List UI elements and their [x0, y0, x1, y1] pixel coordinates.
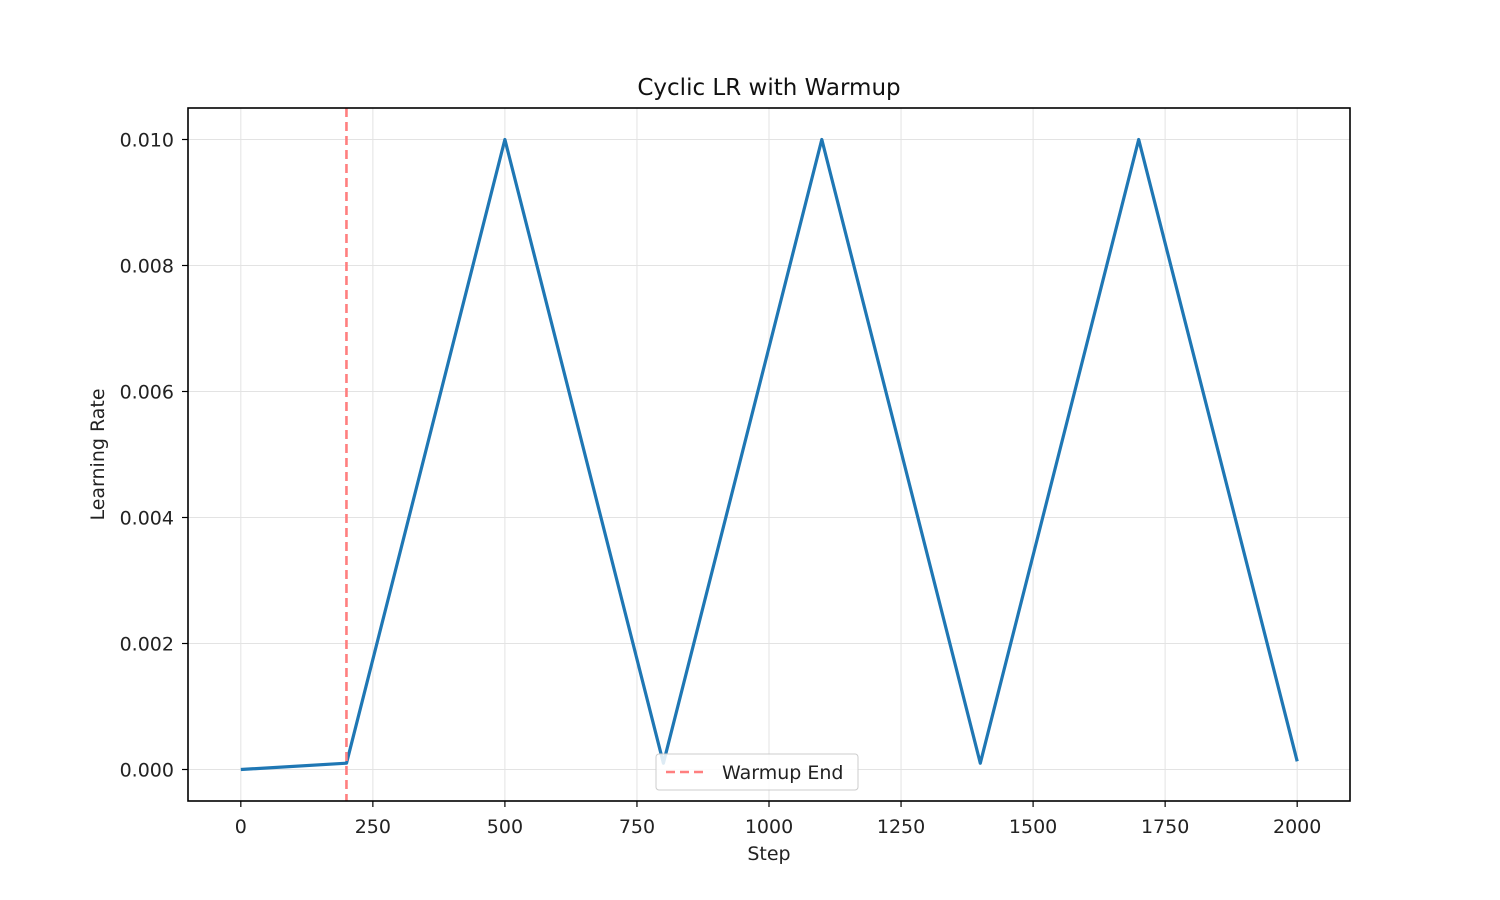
chart-title: Cyclic LR with Warmup	[637, 75, 900, 101]
x-tick-label: 1250	[877, 816, 925, 838]
x-tick-label: 250	[355, 816, 391, 838]
x-tick-label: 1500	[1009, 816, 1057, 838]
x-tick-label: 750	[619, 816, 655, 838]
y-axis-label: Learning Rate	[87, 388, 109, 520]
legend: Warmup End	[655, 753, 859, 791]
y-tick-label: 0.008	[120, 256, 174, 278]
legend-box	[655, 753, 859, 791]
legend-label-warmup-end: Warmup End	[722, 762, 843, 784]
x-tick-label: 500	[487, 816, 523, 838]
y-tick-label: 0.006	[120, 382, 174, 404]
plot-area	[240, 108, 1299, 801]
axis-ticks: 0 250 500 750 1000 1250 1500 1750 2000 0.000 0.002…	[120, 130, 1322, 839]
y-tick-label: 0.004	[120, 508, 174, 530]
x-axis-label: Step	[747, 843, 790, 865]
y-tick-label: 0.000	[120, 760, 174, 782]
x-tick-label: 2000	[1273, 816, 1321, 838]
series-line	[240, 137, 1299, 772]
x-tick-label: 1750	[1141, 816, 1189, 838]
x-tick-label: 1000	[745, 816, 793, 838]
y-tick-label: 0.010	[120, 130, 174, 152]
x-tick-label: 0	[235, 816, 247, 838]
y-tick-label: 0.002	[120, 634, 174, 656]
